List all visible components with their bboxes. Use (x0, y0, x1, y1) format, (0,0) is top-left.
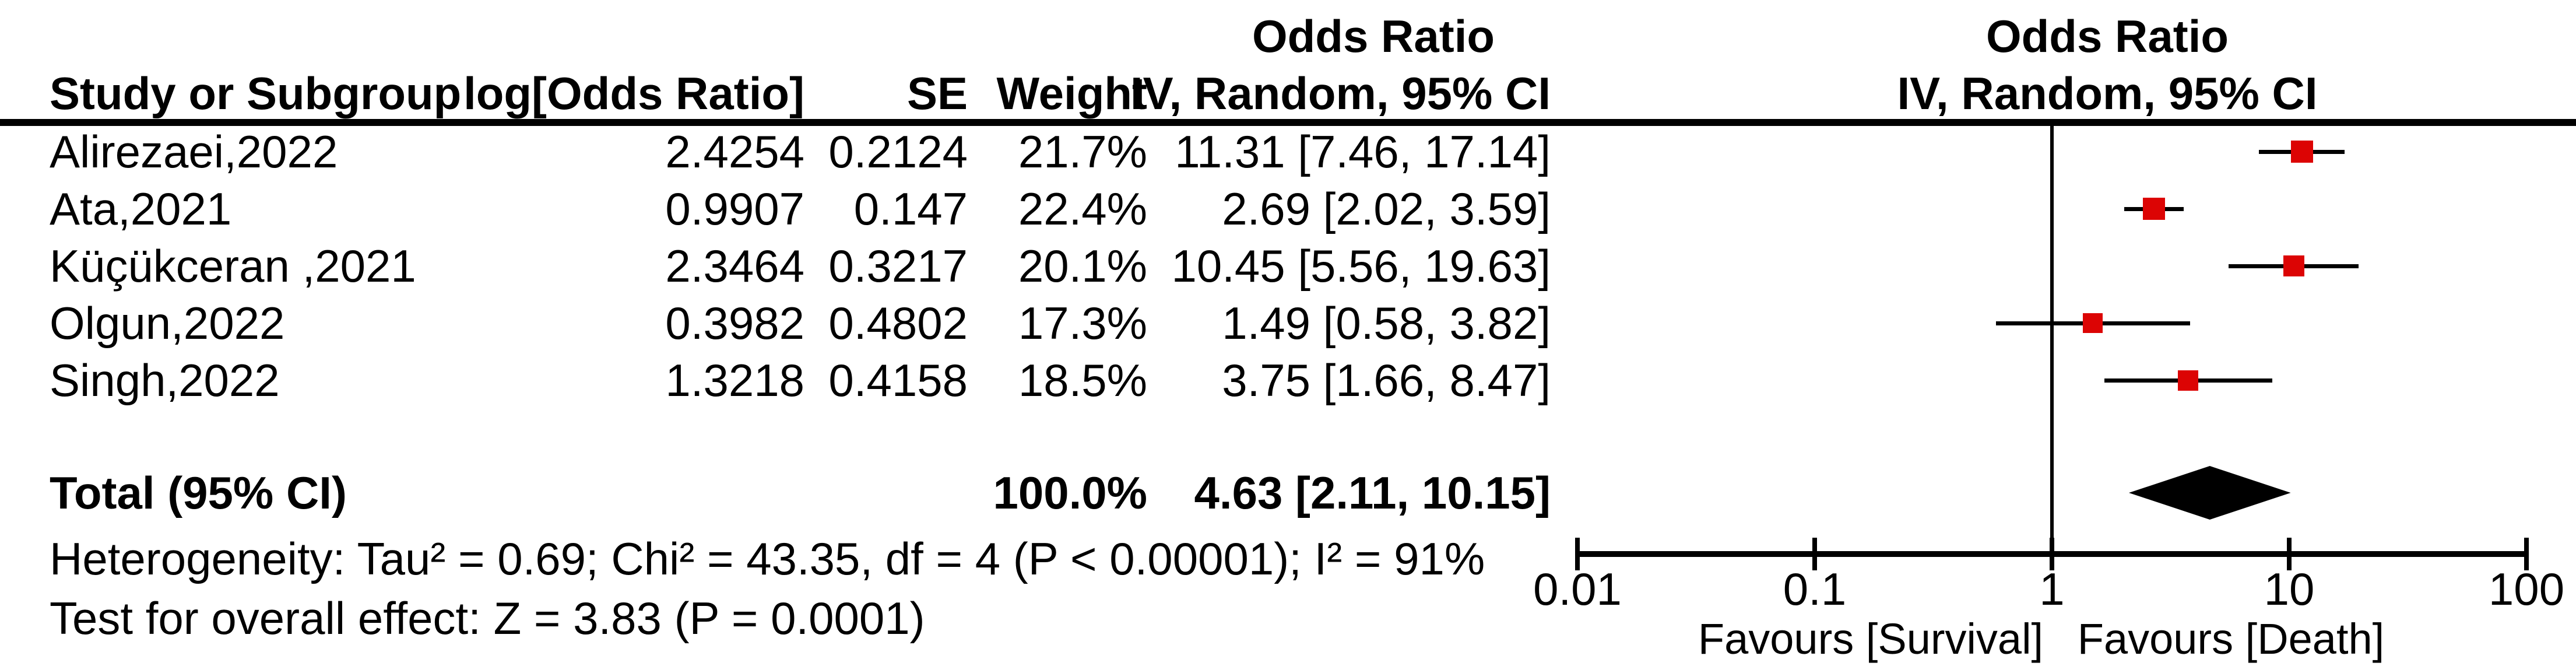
favours-right-label: Favours [Death] (2077, 615, 2385, 663)
axis-tick (2287, 538, 2292, 570)
study-weight: 22.4% (1018, 183, 1147, 234)
study-se: 0.147 (853, 183, 968, 234)
study-name: Alirezaei,2022 (50, 126, 338, 177)
study-name: Singh,2022 (50, 355, 280, 406)
study-weight: 17.3% (1018, 297, 1147, 349)
study-name: Küçükceran ,2021 (50, 240, 416, 292)
study-point-marker (2283, 255, 2304, 276)
study-point-marker (2142, 198, 2165, 220)
study-log-or: 2.3464 (665, 240, 804, 292)
study-point-marker (2178, 370, 2199, 391)
axis-tick-label: 100 (2488, 563, 2565, 615)
study-se: 0.4158 (828, 355, 968, 406)
odds-ratio-header-text-col: Odds Ratio (1252, 10, 1495, 62)
study-log-or: 2.4254 (665, 126, 804, 177)
study-point-marker (2290, 141, 2313, 163)
header-divider-rule (0, 119, 2576, 126)
study-ci-text: 2.69 [2.02, 3.59] (1222, 183, 1551, 234)
column-header-weight: Weight (996, 68, 1147, 119)
study-se: 0.3217 (828, 240, 968, 292)
column-header-log-or: log[Odds Ratio] (463, 68, 804, 119)
study-ci-text: 10.45 [5.56, 19.63] (1171, 240, 1551, 292)
study-log-or: 1.3218 (665, 355, 804, 406)
column-header-se: SE (906, 68, 968, 119)
axis-tick (2050, 538, 2054, 570)
total-label: Total (95% CI) (50, 467, 347, 518)
heterogeneity-text: Heterogeneity: Tau² = 0.69; Chi² = 43.35… (50, 533, 1485, 584)
axis-tick-label: 1 (2039, 563, 2065, 615)
study-ci-text: 11.31 [7.46, 17.14] (1175, 126, 1551, 177)
study-weight: 21.7% (1018, 126, 1147, 177)
total-ci-text: 4.63 [2.11, 10.15] (1194, 467, 1551, 518)
study-log-or: 0.3982 (665, 297, 804, 349)
study-ci-text: 3.75 [1.66, 8.47] (1222, 355, 1551, 406)
study-point-marker (2083, 313, 2103, 333)
axis-tick (2524, 538, 2529, 570)
study-weight: 18.5% (1018, 355, 1147, 406)
column-header-ci: IV, Random, 95% CI (1130, 68, 1551, 119)
odds-ratio-header-plot-col: Odds Ratio (1985, 10, 2229, 62)
total-weight: 100.0% (993, 467, 1147, 518)
axis-tick (1812, 538, 1817, 570)
study-ci-text: 1.49 [0.58, 3.82] (1222, 297, 1551, 349)
axis-tick-label: 0.1 (1783, 563, 1847, 615)
axis-tick-label: 0.01 (1533, 563, 1622, 615)
column-header-study: Study or Subgroup (50, 68, 462, 119)
overall-effect-text: Test for overall effect: Z = 3.83 (P = 0… (50, 593, 925, 644)
axis-tick-label: 10 (2264, 563, 2315, 615)
no-effect-vertical-line (2050, 126, 2054, 557)
study-se: 0.4802 (828, 297, 968, 349)
plot-column-subheader: IV, Random, 95% CI (1897, 68, 2318, 119)
study-name: Ata,2021 (50, 183, 232, 234)
study-se: 0.2124 (828, 126, 968, 177)
axis-tick (1575, 538, 1580, 570)
favours-left-label: Favours [Survival] (1698, 615, 2044, 663)
study-weight: 20.1% (1018, 240, 1147, 292)
study-name: Olgun,2022 (50, 297, 285, 349)
total-diamond (2128, 466, 2291, 520)
study-log-or: 0.9907 (665, 183, 804, 234)
